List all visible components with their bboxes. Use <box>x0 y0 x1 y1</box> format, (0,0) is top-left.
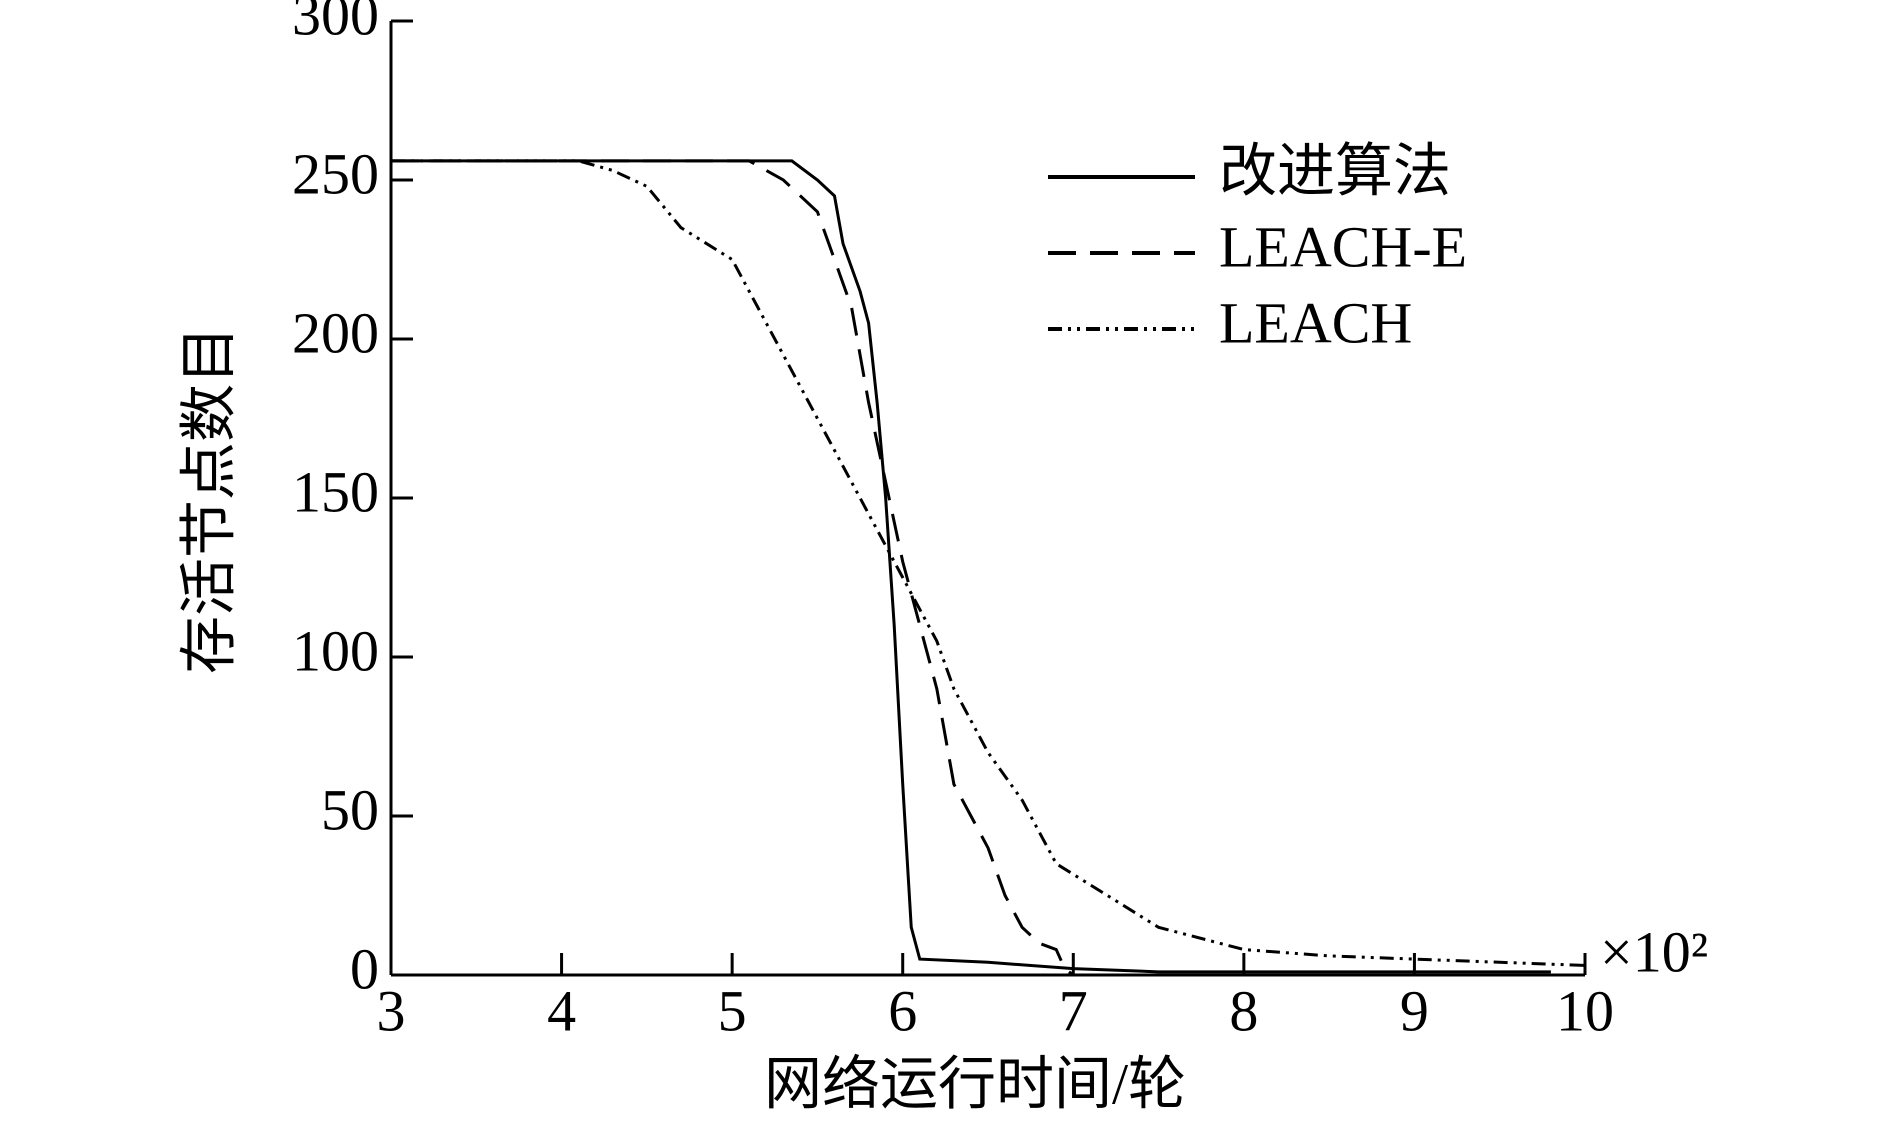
y-tick-label: 250 <box>292 141 379 206</box>
x-tick-label: 7 <box>1059 978 1088 1043</box>
x-tick-label: 10 <box>1556 978 1614 1043</box>
y-tick-label: 150 <box>292 459 379 524</box>
x-tick-label: 4 <box>547 978 576 1043</box>
legend-label: LEACH <box>1219 290 1412 355</box>
legend-label: 改进算法 <box>1219 138 1451 203</box>
x-tick-label: 5 <box>718 978 747 1043</box>
y-tick-label: 200 <box>292 300 379 365</box>
series-line <box>391 159 1075 977</box>
y-axis-label: 存活节点数目 <box>176 326 241 674</box>
x-tick-label: 9 <box>1400 978 1429 1043</box>
x-tick-label: 3 <box>377 978 406 1043</box>
y-tick-label: 300 <box>292 0 379 47</box>
legend-label: LEACH-E <box>1219 214 1467 279</box>
y-tick-label: 50 <box>321 777 379 842</box>
series-line <box>391 159 1586 967</box>
y-tick-label: 100 <box>292 618 379 683</box>
x-multiplier: ×10² <box>1600 919 1708 984</box>
series-line <box>391 159 1551 974</box>
x-tick-label: 8 <box>1229 978 1258 1043</box>
y-tick-label: 0 <box>350 936 379 1001</box>
x-tick-label: 6 <box>888 978 917 1043</box>
x-axis-label: 网络运行时间/轮 <box>764 1051 1186 1116</box>
